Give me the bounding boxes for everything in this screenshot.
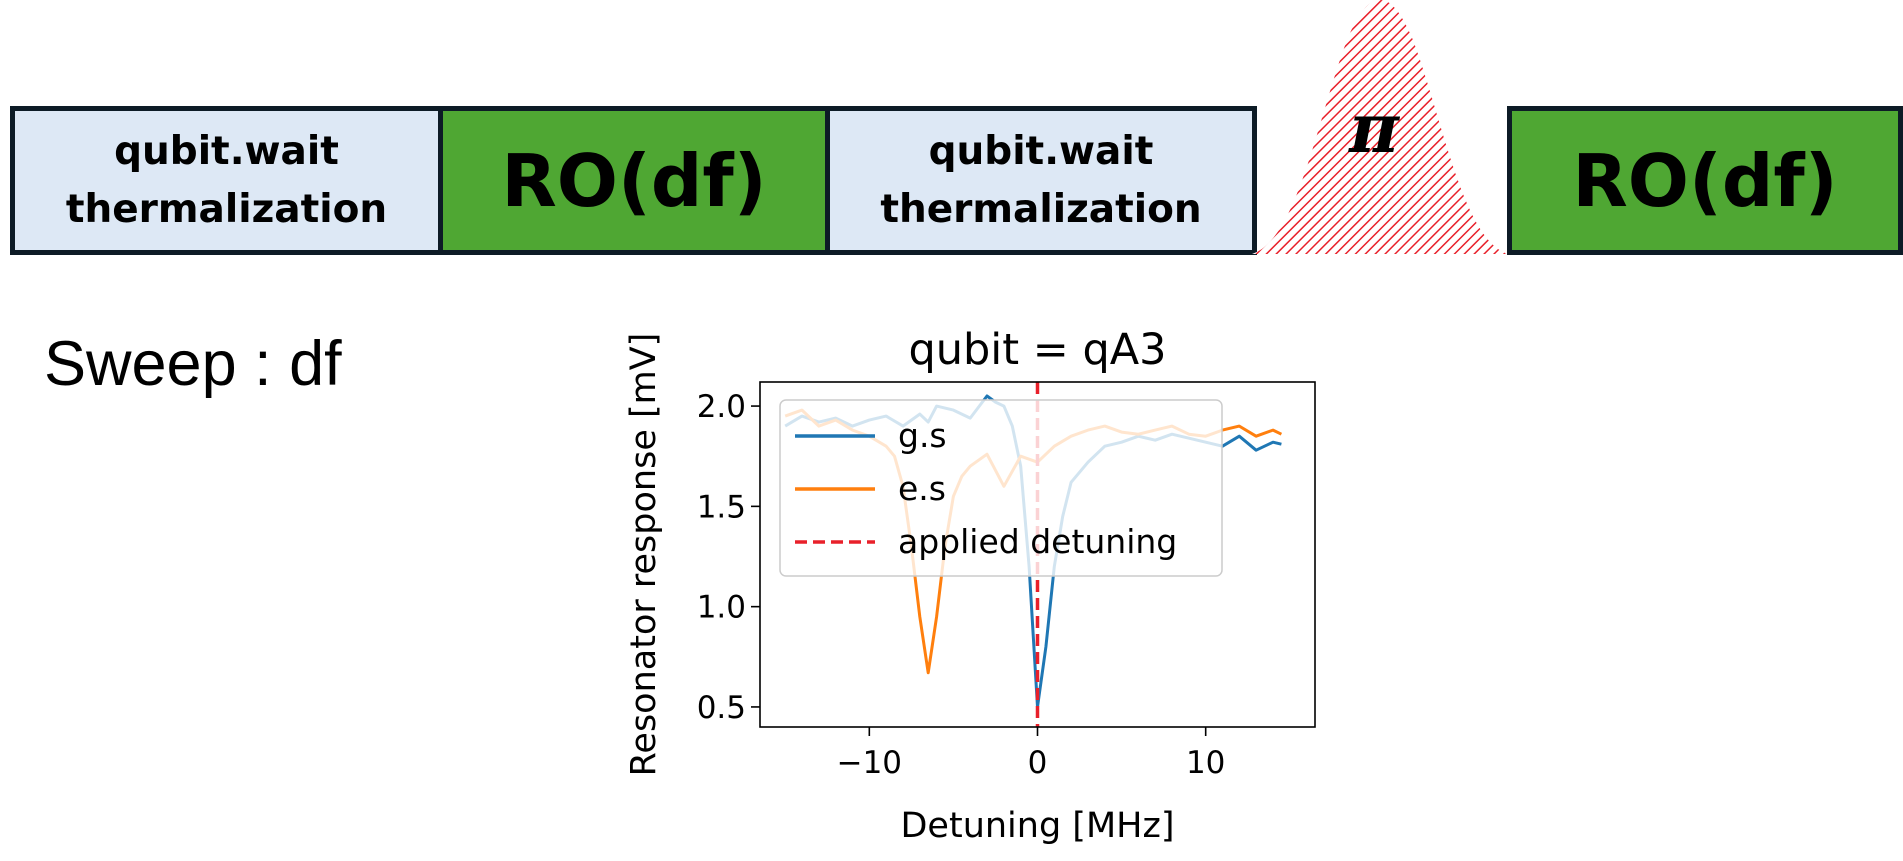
legend-box bbox=[779, 399, 1223, 577]
sweep-label: Sweep : df bbox=[44, 329, 342, 399]
y-tick-label: 0.5 bbox=[697, 690, 746, 726]
pi-pulse-envelope bbox=[1252, 0, 1508, 254]
legend-label-2: applied detuning bbox=[898, 522, 1177, 561]
wait-thermalization-label-2: qubit.wait thermalization bbox=[880, 128, 1202, 232]
y-axis-label: Resonator response [mV] bbox=[624, 333, 664, 777]
readout-block-2: RO(df) bbox=[1507, 106, 1903, 255]
legend-label-0: g.s bbox=[898, 416, 947, 455]
x-axis-label: Detuning [MHz] bbox=[900, 806, 1174, 845]
wait-thermalization-label-1: qubit.wait thermalization bbox=[65, 128, 388, 232]
pi-pulse-shape: π bbox=[1252, 0, 1508, 254]
readout-label-1: RO(df) bbox=[501, 138, 767, 223]
readout-label-2: RO(df) bbox=[1572, 138, 1838, 223]
y-tick-label: 2.0 bbox=[697, 389, 746, 425]
x-tick-label: −10 bbox=[837, 745, 902, 781]
legend: g.s e.s applied detuning bbox=[779, 399, 1223, 577]
x-tick-label: 10 bbox=[1186, 745, 1225, 781]
readout-block-1: RO(df) bbox=[438, 106, 830, 255]
y-tick-label: 1.5 bbox=[697, 489, 746, 525]
wait-thermalization-block-2: qubit.wait thermalization bbox=[825, 106, 1257, 255]
detuning-chart: qubit = qA3 Detuning [MHz] Resonator res… bbox=[624, 325, 1316, 845]
axis-ticks: −10 0 10 0.5 1.0 1.5 2.0 bbox=[697, 389, 1226, 781]
pi-symbol: π bbox=[1347, 89, 1400, 169]
legend-label-1: e.s bbox=[898, 469, 946, 508]
x-tick-label: 0 bbox=[1028, 745, 1048, 781]
y-tick-label: 1.0 bbox=[697, 590, 746, 626]
wait-thermalization-block-1: qubit.wait thermalization bbox=[10, 106, 443, 255]
chart-title: qubit = qA3 bbox=[908, 325, 1166, 375]
